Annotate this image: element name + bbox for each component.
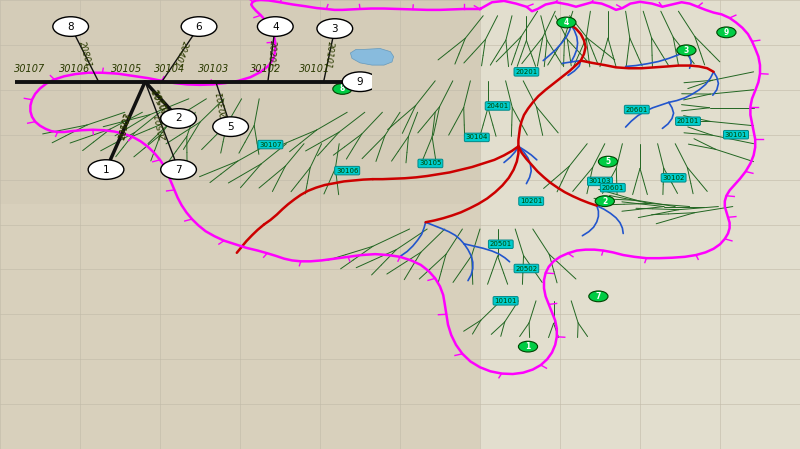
Circle shape xyxy=(181,17,217,36)
Text: 3: 3 xyxy=(684,46,689,55)
Text: 20301: 20301 xyxy=(216,90,230,119)
Text: 30102: 30102 xyxy=(250,64,282,74)
Text: 2: 2 xyxy=(602,197,607,206)
Text: 5: 5 xyxy=(227,122,234,132)
Circle shape xyxy=(333,84,352,94)
Text: 20101: 20101 xyxy=(323,41,335,69)
Text: 7: 7 xyxy=(175,165,182,175)
Text: 4: 4 xyxy=(564,18,569,27)
Text: 20101: 20101 xyxy=(677,118,699,124)
Text: 30106: 30106 xyxy=(336,167,358,174)
Text: 20201: 20201 xyxy=(266,40,277,68)
Text: 30102: 30102 xyxy=(662,175,685,181)
Text: 10101: 10101 xyxy=(118,111,133,140)
Text: 20601: 20601 xyxy=(602,185,624,191)
Text: 7: 7 xyxy=(596,292,601,301)
Text: 2: 2 xyxy=(175,114,182,123)
Text: 30107: 30107 xyxy=(14,64,46,74)
Text: 20801: 20801 xyxy=(77,40,93,69)
Circle shape xyxy=(161,109,197,128)
Circle shape xyxy=(317,19,353,39)
Text: 30106: 30106 xyxy=(58,64,90,74)
Text: 9: 9 xyxy=(724,28,729,37)
Bar xyxy=(0,0,480,204)
Bar xyxy=(0,204,480,449)
Text: 30103: 30103 xyxy=(589,178,611,185)
Text: 20501: 20501 xyxy=(490,241,512,247)
Text: 10201: 10201 xyxy=(152,86,172,114)
Text: 30107: 30107 xyxy=(259,141,282,148)
Text: 30101: 30101 xyxy=(298,64,330,74)
Circle shape xyxy=(53,17,89,36)
Text: 20502: 20502 xyxy=(152,86,172,114)
Text: 30101: 30101 xyxy=(725,132,747,138)
Polygon shape xyxy=(350,48,394,65)
Text: 3: 3 xyxy=(331,24,338,34)
Text: 20501: 20501 xyxy=(154,111,169,140)
Text: 30104: 30104 xyxy=(466,134,488,141)
Circle shape xyxy=(88,160,124,179)
Circle shape xyxy=(518,341,538,352)
Text: 10101: 10101 xyxy=(494,298,517,304)
Text: 10201: 10201 xyxy=(520,198,542,204)
Circle shape xyxy=(717,27,736,38)
Circle shape xyxy=(342,72,378,92)
Text: 20401: 20401 xyxy=(171,40,190,69)
Text: 9: 9 xyxy=(357,77,363,87)
Text: 30105: 30105 xyxy=(111,64,142,74)
Text: 8: 8 xyxy=(67,22,74,31)
Circle shape xyxy=(589,291,608,302)
Text: 4: 4 xyxy=(272,22,278,31)
Text: 1: 1 xyxy=(526,342,530,351)
Text: 5: 5 xyxy=(606,157,610,166)
Text: 20502: 20502 xyxy=(515,265,538,272)
Text: 20201: 20201 xyxy=(515,69,538,75)
Bar xyxy=(480,0,800,449)
Text: 20503: 20503 xyxy=(118,111,133,140)
Circle shape xyxy=(598,156,618,167)
Circle shape xyxy=(677,45,696,56)
Text: 30103: 30103 xyxy=(198,64,230,74)
Text: 30105: 30105 xyxy=(419,160,442,167)
Text: 20401: 20401 xyxy=(486,103,509,109)
Circle shape xyxy=(595,196,614,207)
Circle shape xyxy=(213,117,249,136)
Circle shape xyxy=(161,160,197,179)
Text: 20601: 20601 xyxy=(626,106,648,113)
Text: 6: 6 xyxy=(196,22,202,31)
Text: 1: 1 xyxy=(102,165,110,175)
Text: 30104: 30104 xyxy=(154,64,185,74)
Text: 8: 8 xyxy=(340,84,345,93)
Circle shape xyxy=(258,17,293,36)
Circle shape xyxy=(557,17,576,28)
